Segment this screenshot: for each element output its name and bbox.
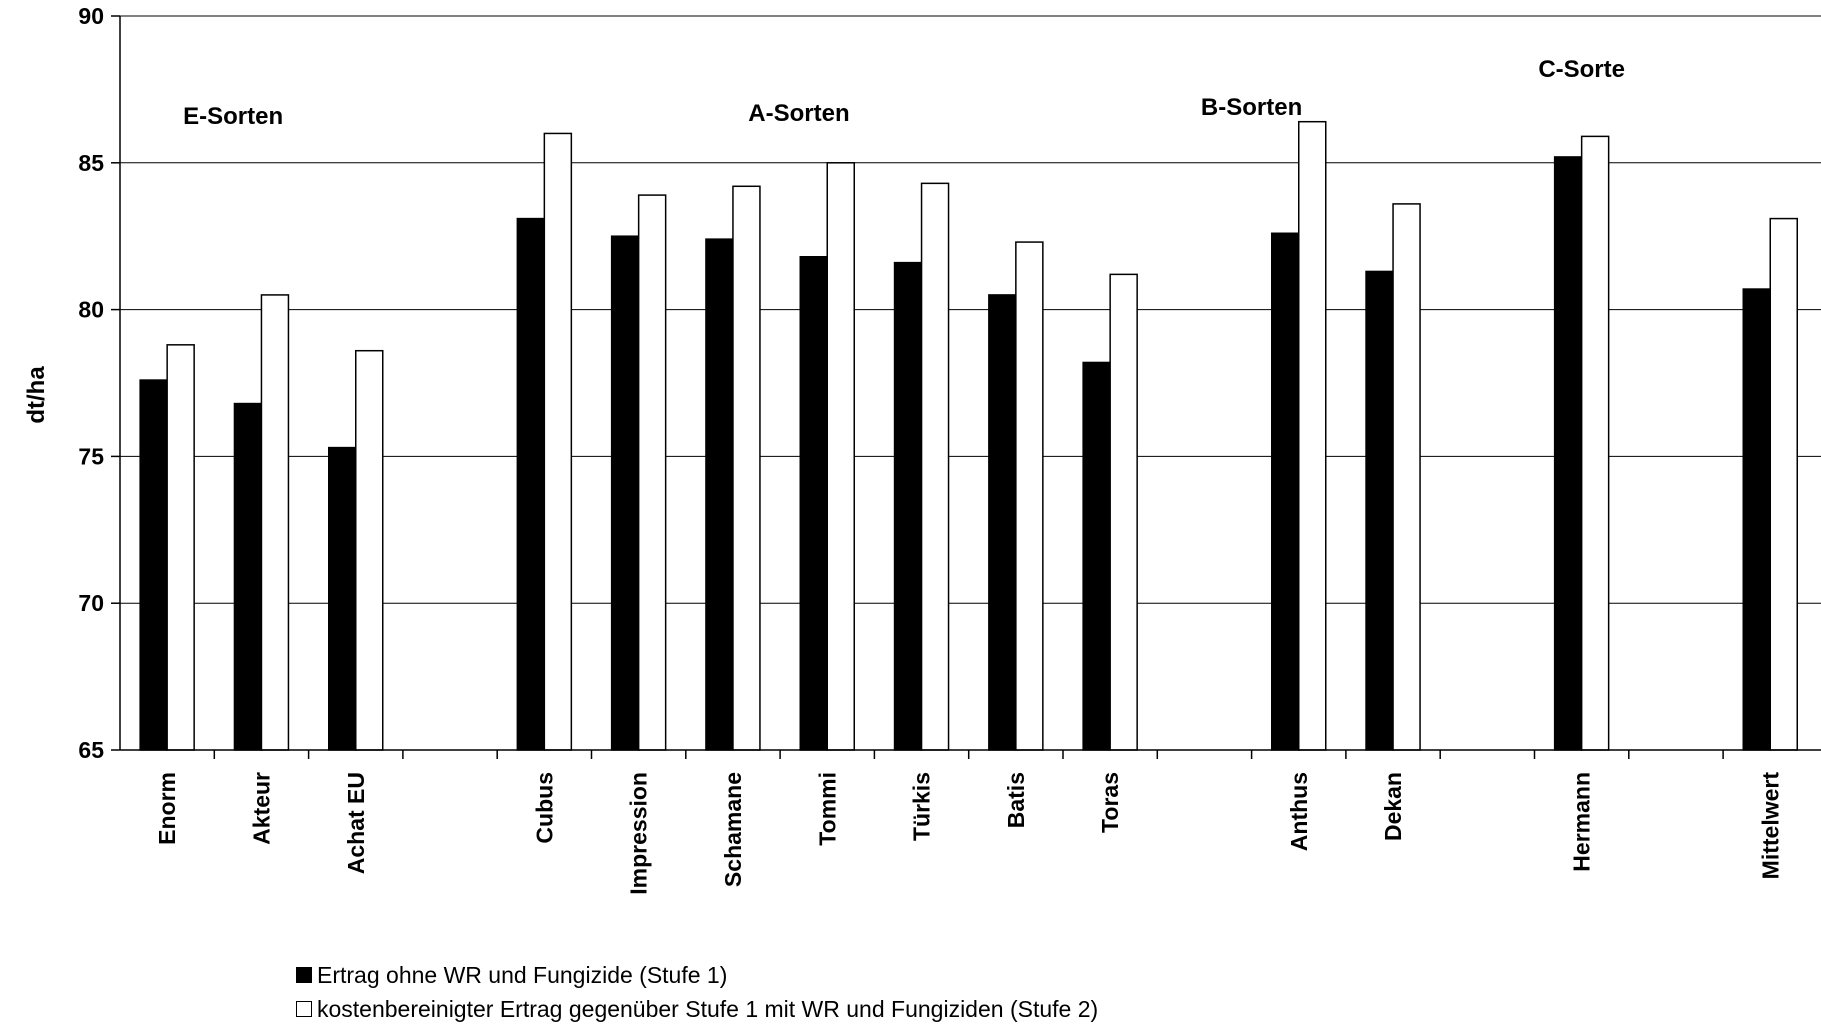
x-tick-label: Batis [1003,772,1029,828]
bar-stufe-2 [732,185,761,751]
bar-stufe-2 [920,182,950,751]
x-tick-label: Impression [626,772,652,895]
bar-stufe-2 [1769,217,1798,751]
bar-stufe-2 [355,349,384,751]
bar-stufe-1 [988,294,1017,751]
bar-stufe-2 [1580,135,1610,751]
legend-item-stufe-1: Ertrag ohne WR und Fungizide (Stufe 1) [296,958,1098,992]
y-tick-label: 65 [78,737,104,763]
bar-stufe-2 [1298,120,1327,751]
bar-stufe-1 [1365,270,1394,751]
bar-stufe-1 [1742,288,1771,751]
bar-stufe-1 [799,256,828,751]
y-tick-label: 85 [78,150,104,176]
group-label: E-Sorten [183,103,283,130]
bar-stufe-2 [637,194,667,751]
x-tick-label: Toras [1097,772,1123,833]
bar-stufe-1 [139,379,168,751]
x-tick-label: Enorm [154,772,180,845]
bar-stufe-1 [516,217,546,751]
group-annotations: E-Sorten A-Sorten B-Sorten C-Sorte [183,56,1625,130]
bar-stufe-2 [1392,203,1421,751]
x-tick-label: Anthus [1286,772,1312,851]
bar-stufe-1 [1082,361,1111,751]
bar-stufe-1 [233,402,263,751]
bar-stufe-2 [260,294,290,751]
y-tick-label: 90 [78,3,104,29]
bars [139,120,1798,751]
y-axis-title: dt/ha [23,366,50,424]
x-tick-label: Cubus [531,772,557,844]
group-label: C-Sorte [1538,56,1625,83]
x-tick-label: Akteur [248,772,274,845]
bar-stufe-2 [1109,273,1138,751]
bar-stufe-2 [543,132,573,751]
gridlines [120,15,1821,604]
bar-stufe-1 [328,446,357,751]
group-label: A-Sorten [748,100,849,127]
legend-swatch-black [296,967,312,983]
legend-label-stufe-2: kostenbereinigter Ertrag gegenüber Stufe… [317,996,1099,1022]
bar-stufe-2 [166,344,195,751]
x-tick-label: Dekan [1380,772,1406,841]
bar-stufe-2 [826,162,855,751]
bar-stufe-1 [1553,156,1583,751]
y-tick-labels: 65 70 75 80 85 90 [78,3,104,763]
bar-stufe-1 [705,238,734,751]
legend-item-stufe-2: kostenbereinigter Ertrag gegenüber Stufe… [296,992,1098,1026]
x-tick-label: Achat EU [343,772,369,874]
axes [111,15,1821,759]
legend-swatch-white [296,1001,312,1017]
x-tick-label: Türkis [909,772,935,841]
y-tick-label: 70 [78,590,104,616]
bar-stufe-1 [1271,232,1300,751]
y-tick-label: 75 [78,443,104,469]
x-tick-label: Schamane [720,772,746,887]
legend: Ertrag ohne WR und Fungizide (Stufe 1) k… [296,958,1098,1026]
y-tick-label: 80 [78,297,104,323]
group-label: B-Sorten [1201,94,1302,121]
x-tick-labels: Enorm Akteur Achat EU Cubus Impression Schama… [154,772,1783,895]
legend-label-stufe-1: Ertrag ohne WR und Fungizide (Stufe 1) [317,962,728,988]
bar-stufe-1 [893,261,923,751]
x-tick-label: Tommi [814,772,840,846]
bar-stufe-2 [1015,241,1044,751]
bar-stufe-1 [610,235,640,751]
x-tick-label: Hermann [1569,772,1595,872]
x-tick-label: Mittelwert [1757,772,1783,880]
